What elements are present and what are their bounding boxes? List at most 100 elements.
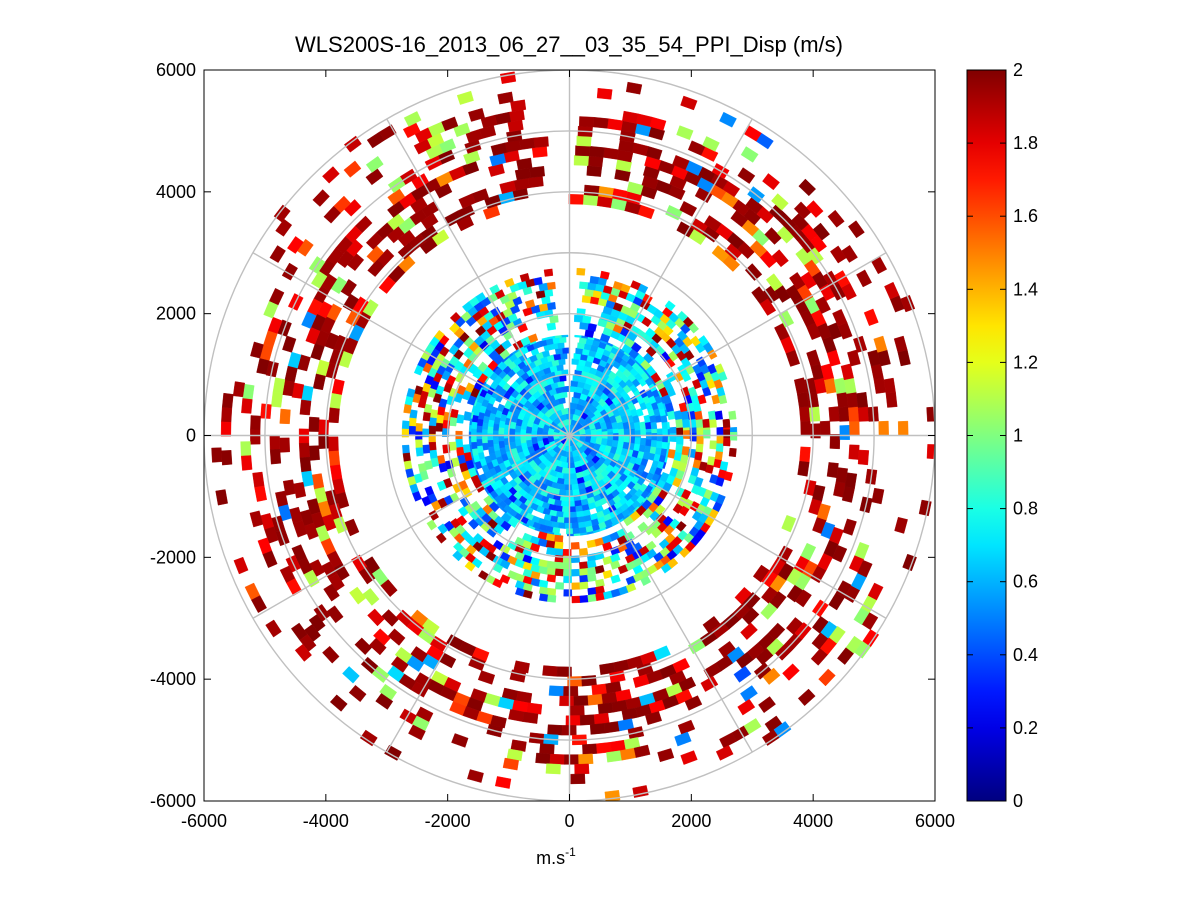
ppi-cell — [563, 589, 573, 597]
ppi-cell — [857, 406, 870, 422]
ppi-cell — [640, 428, 647, 436]
ppi-cell — [312, 189, 330, 207]
ppi-cell — [587, 587, 597, 596]
ppi-cell — [329, 464, 343, 481]
ppi-cell — [349, 586, 367, 605]
ppi-cell — [561, 347, 570, 354]
ppi-cell — [499, 559, 511, 570]
ppi-cell — [723, 437, 731, 447]
ppi-cell — [211, 447, 223, 463]
ppi-cell — [294, 643, 312, 662]
ppi-cell — [387, 188, 406, 206]
ppi-cell — [462, 301, 474, 313]
ppi-cell — [522, 711, 539, 724]
ppi-cell — [630, 280, 641, 291]
ppi-cell — [415, 423, 423, 432]
ppi-cell — [589, 275, 600, 285]
ppi-cell — [375, 693, 394, 710]
ppi-cell — [215, 489, 228, 506]
ppi-cell — [250, 341, 264, 359]
ppi-cell — [829, 434, 841, 450]
ppi-cell — [499, 180, 517, 194]
ppi-cell — [429, 449, 438, 460]
ppi-cell — [489, 284, 501, 295]
ppi-cell — [408, 724, 426, 741]
ppi-cell — [589, 723, 606, 735]
ppi-cell — [581, 675, 597, 687]
ppi-cell — [435, 422, 443, 432]
ppi-cell — [575, 347, 583, 355]
ppi-cell — [422, 411, 431, 422]
ppi-cell — [675, 520, 687, 533]
ppi-cell — [482, 205, 501, 220]
ppi-cell — [586, 165, 603, 177]
ppi-cell — [848, 444, 860, 460]
ppi-cell — [563, 575, 572, 584]
ppi-cell — [861, 612, 879, 631]
ppi-cell — [582, 743, 598, 755]
ppi-cell — [793, 377, 808, 394]
ppi-cell — [554, 534, 564, 543]
ppi-cell — [492, 430, 499, 438]
ppi-cell — [700, 675, 719, 692]
ppi-cell — [406, 655, 425, 672]
ppi-cell — [524, 299, 536, 309]
ppi-cell — [570, 380, 579, 387]
x-axis-label-base: m.s — [536, 848, 565, 868]
ppi-cell — [233, 556, 249, 575]
ppi-cell — [832, 545, 848, 563]
ppi-cell — [571, 582, 581, 590]
ppi-cell — [676, 435, 684, 445]
ppi-cell — [463, 150, 481, 165]
ppi-cell — [667, 422, 671, 430]
ppi-cell — [657, 748, 675, 763]
ppi-cell — [669, 433, 677, 443]
ppi-cell — [563, 686, 579, 697]
ppi-cell — [387, 200, 405, 218]
data-layer — [211, 71, 935, 801]
ppi-cell — [269, 245, 286, 263]
ppi-cell — [645, 711, 662, 726]
ppi-cell — [552, 353, 561, 361]
ppi-cell — [572, 375, 581, 382]
ppi-cell — [806, 391, 820, 408]
ppi-cell — [799, 406, 811, 422]
ppi-cell — [323, 583, 340, 602]
ppi-cell — [487, 433, 494, 441]
ppi-cell — [838, 406, 850, 422]
ppi-cell — [322, 166, 340, 184]
ppi-cell — [762, 667, 781, 685]
ppi-cell — [468, 424, 472, 433]
ppi-cell — [531, 146, 548, 158]
ppi-cell — [455, 438, 464, 449]
ppi-cell — [819, 420, 831, 436]
colorbar-tick-label: 2 — [1013, 60, 1023, 80]
ppi-cell — [426, 519, 438, 531]
ppi-cell — [492, 437, 499, 445]
ppi-cell — [715, 494, 726, 505]
ppi-cell — [299, 456, 312, 473]
ppi-cell — [610, 574, 621, 584]
ppi-cell — [570, 478, 579, 486]
y-tick-label: -2000 — [150, 547, 196, 567]
colorbar-tick-label: 1 — [1013, 426, 1023, 446]
ppi-cell — [776, 545, 793, 564]
ppi-cell — [558, 522, 566, 529]
ppi-cell — [844, 472, 858, 489]
ppi-cell — [587, 155, 604, 168]
ppi-cell — [241, 398, 253, 414]
ppi-cell — [557, 358, 566, 366]
polar-grid-spoke — [386, 435, 571, 753]
ppi-cell — [519, 272, 530, 283]
ppi-cell — [797, 688, 816, 707]
ppi-cell — [397, 242, 416, 260]
ppi-cell — [436, 480, 447, 492]
ppi-cell — [679, 200, 698, 217]
ppi-cell — [806, 349, 821, 367]
ppi-cell — [741, 607, 760, 626]
ppi-cell — [812, 222, 830, 241]
colorbar: 0 0.2 0.4 0.6 0.8 1 1.2 1.4 1.6 1.8 2 — [966, 60, 1038, 811]
ppi-cell — [508, 428, 516, 436]
ppi-cell — [714, 363, 725, 375]
ppi-cell — [583, 184, 600, 197]
